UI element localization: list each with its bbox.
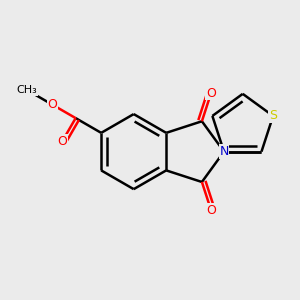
Text: O: O: [206, 203, 216, 217]
Text: N: N: [219, 145, 229, 158]
Text: O: O: [57, 135, 67, 148]
Text: O: O: [47, 98, 57, 111]
Text: N: N: [219, 145, 229, 158]
Text: CH₃: CH₃: [16, 85, 37, 95]
Text: O: O: [206, 87, 216, 100]
Text: S: S: [269, 110, 277, 122]
